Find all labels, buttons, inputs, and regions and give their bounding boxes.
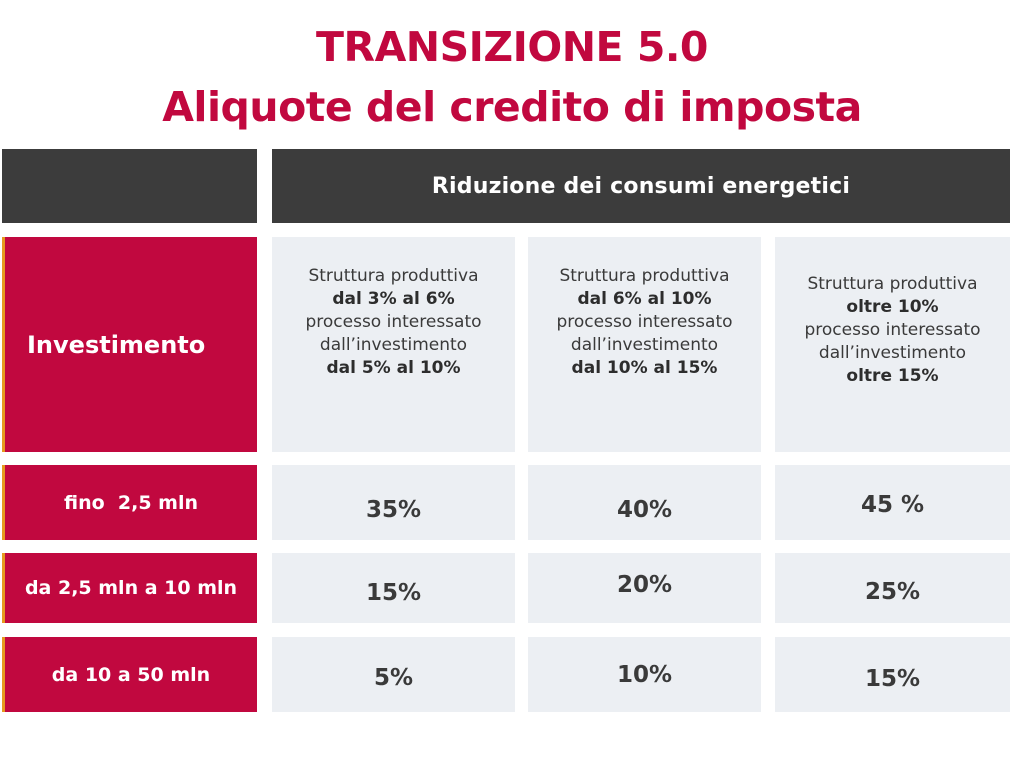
col1-line4: dall’investimento <box>319 335 468 355</box>
header-corner <box>2 149 257 223</box>
row3-value-1: 5% <box>272 637 515 712</box>
col3-line5: oltre 15% <box>846 366 939 386</box>
header-column-group: Riduzione dei consumi energetici <box>272 149 1010 223</box>
col3-line4: dall’investimento <box>818 343 967 363</box>
col3-line2: oltre 10% <box>846 297 939 317</box>
row3-value-2: 10% <box>528 637 761 712</box>
col1-line3: processo interessato <box>305 312 482 332</box>
column-description-2: Struttura produttiva dal 6% al 10% proce… <box>528 237 761 452</box>
row-label-1: fino 2,5 mln <box>2 465 257 540</box>
col2-line5: dal 10% al 15% <box>571 358 718 378</box>
row2-value-2: 20% <box>528 553 761 623</box>
row1-value-1: 35% <box>272 465 515 540</box>
col3-line1: Struttura produttiva <box>807 274 978 294</box>
row1-value-3: 45 % <box>775 465 1010 540</box>
row2-value-3: 25% <box>775 553 1010 623</box>
row2-value-1: 15% <box>272 553 515 623</box>
col1-line1: Struttura produttiva <box>308 266 479 286</box>
col1-line5: dal 5% al 10% <box>326 358 461 378</box>
row-header-investimento: Investimento <box>2 237 257 452</box>
page-title: TRANSIZIONE 5.0 <box>316 23 708 71</box>
column-description-1: Struttura produttiva dal 3% al 6% proces… <box>272 237 515 452</box>
row-label-2: da 2,5 mln a 10 mln <box>2 553 257 623</box>
col2-line4: dall’investimento <box>570 335 719 355</box>
col2-line2: dal 6% al 10% <box>577 289 712 309</box>
page-subtitle: Aliquote del credito di imposta <box>162 83 862 131</box>
row3-value-3: 15% <box>775 637 1010 712</box>
col2-line1: Struttura produttiva <box>559 266 730 286</box>
col3-line3: processo interessato <box>804 320 981 340</box>
col1-line2: dal 3% al 6% <box>332 289 455 309</box>
col2-line3: processo interessato <box>556 312 733 332</box>
row-label-3: da 10 a 50 mln <box>2 637 257 712</box>
row1-value-2: 40% <box>528 465 761 540</box>
column-description-3: Struttura produttiva oltre 10% processo … <box>775 237 1010 452</box>
